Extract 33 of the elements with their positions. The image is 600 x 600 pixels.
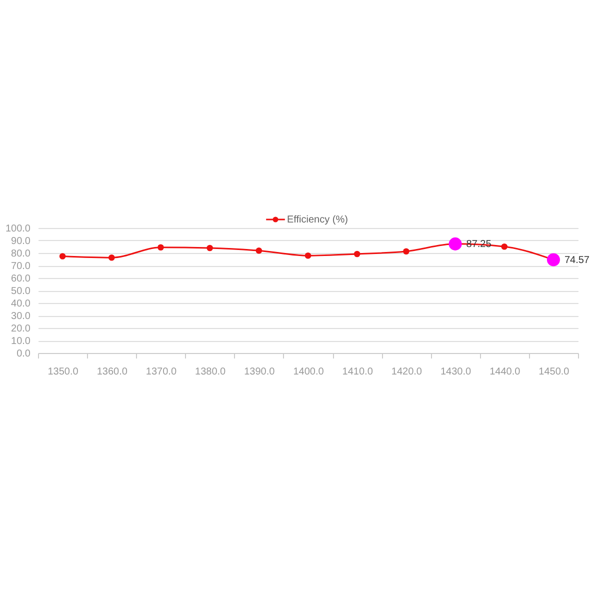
point: [354, 250, 360, 258]
x-tick-label: 1440.0: [490, 366, 521, 378]
point: [403, 248, 410, 255]
y-tick-label: 80.0: [11, 248, 31, 260]
x-tick-label: 1450.0: [538, 366, 570, 378]
point: [59, 253, 66, 260]
x-tick-label: 1380.0: [195, 366, 226, 378]
x-tick-label: 1350.0: [48, 366, 79, 378]
y-tick-label: 10.0: [11, 336, 31, 347]
x-tick-label: 1410.0: [342, 366, 374, 378]
y-tick-label: 100.0: [5, 224, 31, 234]
y-tick-label: 70.0: [11, 261, 31, 272]
y-tick-label: 0.0: [16, 348, 31, 360]
x-tick-label: 1390.0: [244, 366, 276, 378]
y-tick-label: 60.0: [11, 274, 31, 284]
y-tick-label: 30.0: [11, 311, 31, 322]
y-tick-label: 50.0: [11, 286, 31, 297]
point: [158, 244, 164, 251]
data-label: 74.57: [564, 254, 590, 266]
x-tick-label: 1420.0: [391, 366, 422, 378]
y-tick-label: 40.0: [11, 298, 31, 310]
legend-label: Efficiency (%): [287, 214, 348, 226]
x-tick-label: 1400.0: [293, 366, 324, 378]
y-tick-label: 90.0: [11, 236, 31, 247]
x-tick-label: 1370.0: [146, 366, 177, 378]
point: [256, 247, 262, 254]
y-tick-label: 20.0: [11, 324, 31, 334]
x-tick-label: 1430.0: [440, 366, 472, 378]
x-tick-label: 1360.0: [96, 366, 128, 378]
point: [108, 254, 115, 261]
point: [304, 252, 312, 259]
point: [501, 243, 508, 250]
point: [206, 244, 213, 252]
